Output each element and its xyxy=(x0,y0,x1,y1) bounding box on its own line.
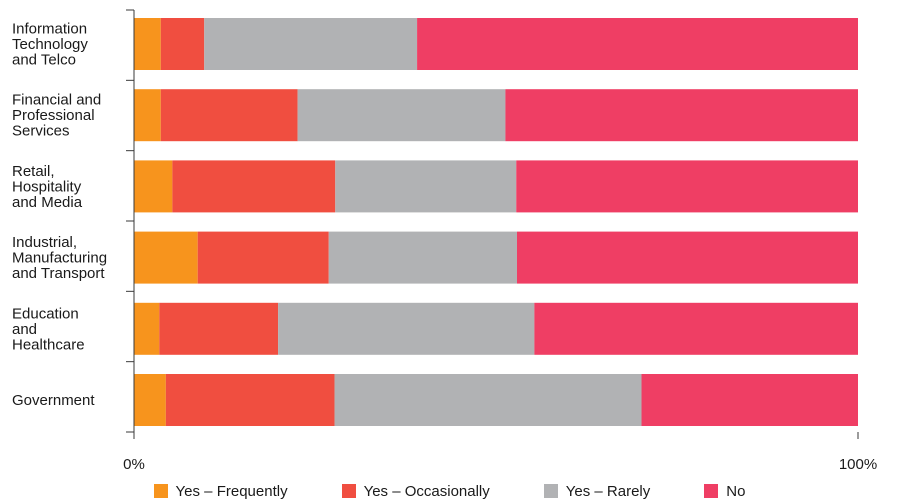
x-tick-label: 0% xyxy=(123,456,145,473)
bar-segment xyxy=(334,374,642,426)
bar-segment xyxy=(505,89,858,142)
legend-item: Yes – Rarely xyxy=(543,482,651,500)
bar-segment xyxy=(134,231,198,284)
category-label: Services xyxy=(12,123,70,140)
category-label: Technology xyxy=(12,36,88,53)
category-label: Government xyxy=(12,392,95,409)
bar-segment xyxy=(134,89,161,142)
bar-segment xyxy=(517,231,858,284)
category-label: Financial and xyxy=(12,92,101,109)
bar-segment xyxy=(134,18,161,70)
category-label: Hospitality xyxy=(12,178,82,195)
bar-segment xyxy=(278,302,535,355)
bar-segment xyxy=(172,160,336,213)
bar-segment xyxy=(160,89,298,142)
bar-segment xyxy=(516,160,858,213)
bar-segment xyxy=(134,302,160,355)
category-label: Healthcare xyxy=(12,336,85,353)
legend-label: Yes – Frequently xyxy=(175,482,288,500)
legend-swatch xyxy=(341,484,356,498)
bar-segment xyxy=(165,374,335,426)
legend-swatch xyxy=(153,484,168,498)
category-label: and Media xyxy=(12,194,83,211)
bar-segment xyxy=(417,18,858,70)
category-label: Information xyxy=(12,21,87,38)
legend-label: Yes – Rarely xyxy=(565,482,651,500)
legend-swatch xyxy=(704,484,719,498)
category-label: Education xyxy=(12,305,79,322)
legend-label: No xyxy=(726,482,746,500)
x-tick-label: 100% xyxy=(839,456,877,473)
legend-item: No xyxy=(704,483,745,500)
legend: Yes – Frequently Yes – Occasionally Yes – … xyxy=(0,481,899,501)
bar-segment xyxy=(328,231,517,284)
category-label: and xyxy=(12,321,37,338)
category-label: Professional xyxy=(12,107,95,124)
category-label: Industrial, xyxy=(12,234,77,251)
legend-item: Yes – Occasionally xyxy=(341,482,490,500)
bar-segment xyxy=(134,160,173,213)
bar-segment xyxy=(297,89,506,142)
bar-segment xyxy=(335,160,517,213)
category-label: and Telco xyxy=(12,52,76,69)
bar-segment xyxy=(197,231,329,284)
legend-label: Yes – Occasionally xyxy=(363,482,490,500)
category-label: Retail, xyxy=(12,163,55,180)
legend-swatch xyxy=(543,484,558,498)
category-label: Manufacturing xyxy=(12,250,107,267)
legend-item: Yes – Frequently xyxy=(153,482,288,500)
category-label: and Transport xyxy=(12,265,105,282)
bar-segment xyxy=(160,18,205,70)
bar-segment xyxy=(159,302,279,355)
bar-segment xyxy=(641,374,858,426)
bar-segment xyxy=(204,18,418,70)
bar-segment xyxy=(134,374,166,426)
bar-segment xyxy=(534,302,858,355)
